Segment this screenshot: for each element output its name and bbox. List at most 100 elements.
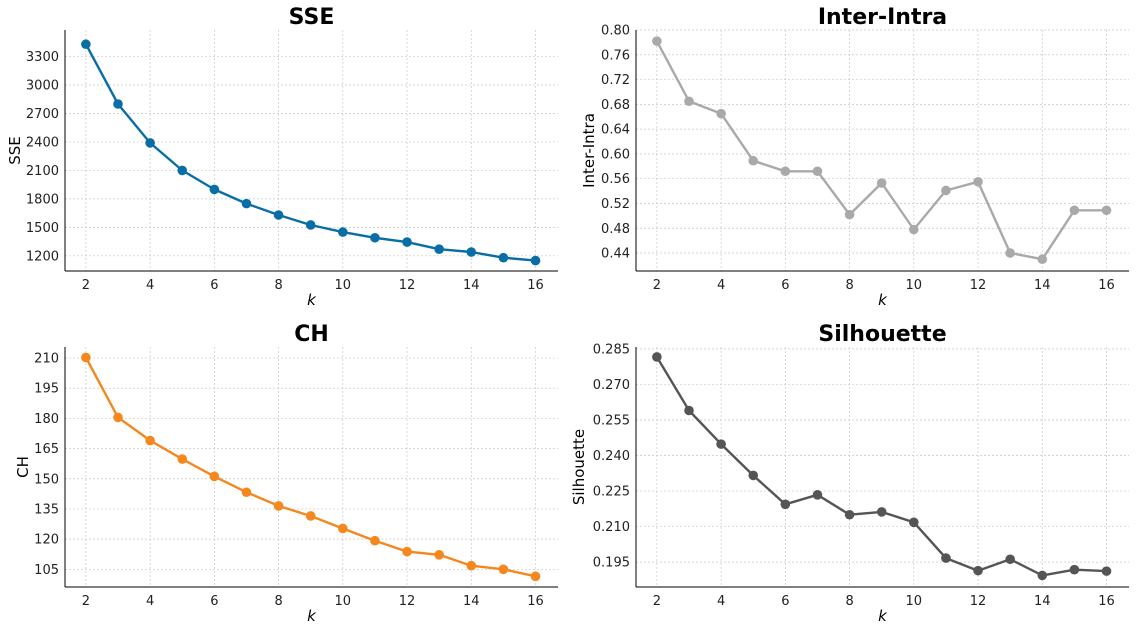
data-point [370, 535, 380, 546]
y-tick-label: 0.210 [593, 520, 630, 535]
x-tick-label: 12 [970, 278, 987, 293]
y-tick-label: 1500 [26, 221, 59, 236]
data-point [498, 252, 509, 263]
y-tick-label: 0.64 [601, 123, 630, 138]
data-point [909, 224, 919, 235]
data-point [1005, 248, 1015, 258]
y-tick-label: 0.285 [593, 342, 630, 357]
x-tick-label: 6 [781, 594, 789, 609]
data-point [145, 435, 155, 446]
y-tick-label: 0.56 [601, 172, 630, 187]
y-tick-label: 1200 [26, 249, 59, 264]
y-tick-label: 0.68 [601, 98, 630, 113]
data-point [113, 99, 123, 109]
data-point [1005, 554, 1015, 565]
x-tick-label: 8 [274, 594, 282, 609]
data-point [530, 571, 541, 582]
x-tick-label: 6 [781, 278, 789, 293]
data-point [844, 209, 855, 220]
data-point [241, 487, 252, 498]
data-point [209, 184, 220, 195]
x-tick-label: 2 [653, 594, 661, 609]
x-tick-label: 14 [1034, 278, 1051, 293]
data-point [338, 227, 348, 237]
data-point [652, 36, 662, 46]
y-tick-label: 0.225 [593, 485, 630, 500]
data-point [1069, 205, 1080, 216]
data-point [338, 523, 348, 534]
data-point [305, 220, 316, 230]
y-tick-label: 0.72 [601, 73, 630, 88]
data-point [241, 198, 252, 209]
y-axis-label: Silhouette [570, 429, 588, 505]
data-point [466, 560, 477, 571]
x-tick-label: 4 [146, 594, 154, 609]
x-tick-label: 16 [1098, 594, 1115, 609]
data-point [973, 176, 983, 187]
y-axis-label: CH [14, 456, 32, 478]
chart-title: Inter-Intra [818, 5, 947, 30]
data-point [973, 565, 983, 576]
data-point [748, 470, 759, 481]
x-axis-label: k [878, 607, 888, 625]
x-tick-label: 4 [146, 278, 154, 293]
data-point [684, 96, 694, 107]
x-tick-label: 6 [210, 594, 218, 609]
data-point [81, 352, 91, 363]
x-tick-label: 8 [845, 594, 853, 609]
data-point [305, 511, 316, 521]
x-tick-label: 12 [970, 594, 987, 609]
data-point [402, 237, 412, 247]
data-point [434, 550, 444, 560]
data-point [177, 454, 188, 464]
sse-panel: 2 4 6 8 10 12 14 16 1200 1500 1800 2100 2400 2700 3000… [6, 5, 558, 309]
x-tick-label: 6 [210, 278, 218, 293]
x-tick-label: 14 [463, 594, 480, 609]
x-tick-label: 2 [82, 278, 90, 293]
data-point [716, 108, 726, 119]
y-tick-label: 2400 [26, 135, 59, 150]
chart-title: Silhouette [818, 322, 946, 347]
data-point [909, 517, 919, 528]
x-tick-label: 14 [1034, 594, 1051, 609]
data-point [434, 244, 444, 254]
x-axis-label: k [878, 291, 888, 309]
data-point [1037, 254, 1048, 265]
series-line [84, 356, 536, 578]
y-tick-label: 3300 [26, 50, 59, 65]
y-tick-label: 2700 [26, 107, 59, 122]
x-tick-label: 4 [717, 594, 725, 609]
data-point [145, 138, 155, 148]
data-point [812, 490, 823, 500]
x-tick-label: 14 [463, 278, 480, 293]
y-tick-label: 0.44 [601, 247, 630, 262]
x-tick-label: 2 [82, 594, 90, 609]
data-point [402, 546, 412, 557]
chart-title: SSE [289, 5, 335, 30]
data-point [941, 185, 951, 196]
data-point [652, 352, 662, 362]
x-tick-label: 8 [274, 278, 282, 293]
x-tick-label: 10 [335, 594, 352, 609]
ch-panel: 2 4 6 8 10 12 14 16 105 120 135 150 165 180 195 210 CH CH… [14, 322, 558, 625]
x-tick-label: 10 [906, 594, 923, 609]
x-tick-label: 8 [845, 278, 853, 293]
data-point [466, 247, 477, 257]
y-tick-label: 120 [34, 533, 59, 548]
y-axis-label: Inter-Intra [580, 113, 598, 188]
data-point [177, 165, 188, 176]
y-tick-label: 135 [34, 502, 59, 517]
y-tick-label: 0.195 [593, 556, 630, 571]
y-tick-label: 0.240 [593, 449, 630, 464]
data-point [1037, 570, 1048, 581]
data-point [209, 471, 220, 482]
series-line [655, 40, 1107, 261]
data-point [1101, 566, 1112, 576]
inter-intra-panel: 2 4 6 8 10 12 14 16 0.44 0.48 0.52 0.56 0.60 0.64 0.68… [580, 5, 1129, 309]
data-point [716, 439, 726, 449]
data-point [273, 501, 284, 511]
data-point [530, 255, 541, 266]
y-tick-label: 210 [34, 352, 59, 367]
data-point [844, 509, 855, 520]
data-point [684, 405, 694, 416]
